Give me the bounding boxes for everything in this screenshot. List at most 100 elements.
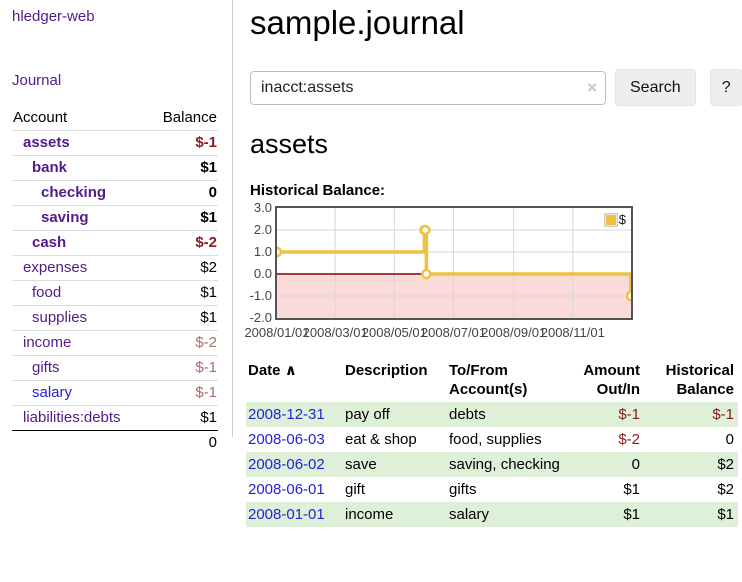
transaction-description: income <box>345 506 394 523</box>
transaction-description: gift <box>345 481 366 498</box>
transaction-description: pay off <box>345 406 390 423</box>
search-input[interactable] <box>250 70 606 105</box>
transaction-amount: $-2 <box>618 431 640 448</box>
account-link-food[interactable]: food <box>32 284 62 301</box>
account-balance: $-1 <box>148 380 218 406</box>
account-row-food: food $1 <box>12 280 218 306</box>
chart-plot: $ <box>275 206 633 320</box>
account-balance: $2 <box>148 255 218 281</box>
transaction-balance: $1 <box>717 506 734 523</box>
transaction-accounts: salary <box>449 506 490 523</box>
account-row-cash: cash $-2 <box>12 230 218 256</box>
transaction-description: save <box>345 456 377 473</box>
transaction-accounts: gifts <box>449 481 477 498</box>
account-link-bank[interactable]: bank <box>32 159 68 176</box>
account-balance: 0 <box>148 180 218 206</box>
account-balance: $1 <box>148 205 218 231</box>
account-row-expenses: expenses $2 <box>12 255 218 281</box>
account-link-income[interactable]: income <box>23 334 72 351</box>
transaction-date-link[interactable]: 2008-06-03 <box>248 431 325 448</box>
transaction-date-link[interactable]: 2008-06-01 <box>248 481 325 498</box>
register-header-row: Date ∧ Description To/From Account(s) Am… <box>246 358 738 402</box>
search-button[interactable]: Search <box>615 69 696 106</box>
chart-title: Historical Balance: <box>250 182 386 199</box>
account-link-assets[interactable]: assets <box>23 134 70 151</box>
historical-balance-chart: 3.0 2.0 1.0 0.0 -1.0 -2.0 $ 2008/01/01 2008/03… <box>244 200 742 341</box>
account-row-income: income $-2 <box>12 330 218 356</box>
account-heading: assets <box>250 129 329 159</box>
date-header-label: Date <box>248 362 281 379</box>
page-title: sample.journal <box>250 4 465 41</box>
transaction-accounts: saving, checking <box>449 456 560 473</box>
y-axis-tick-label: -2.0 <box>249 310 272 325</box>
account-row-gifts: gifts $-1 <box>12 355 218 381</box>
sort-ascending-icon: ∧ <box>284 362 297 379</box>
register-header-description: Description <box>345 362 428 379</box>
register-row: 2008-06-02 save saving, checking 0 $2 <box>246 452 738 477</box>
transaction-amount: 0 <box>631 456 640 473</box>
transaction-date-link[interactable]: 2008-06-02 <box>248 456 325 473</box>
account-balance: $-1 <box>148 130 218 156</box>
register-table: Date ∧ Description To/From Account(s) Am… <box>246 358 738 527</box>
transaction-accounts: food, supplies <box>449 431 542 448</box>
account-row-saving: saving $1 <box>12 205 218 231</box>
transaction-description: eat & shop <box>345 431 417 448</box>
y-axis-tick-label: 0.0 <box>253 266 272 281</box>
transaction-accounts: debts <box>449 406 486 423</box>
x-axis-tick-label: 2008/01/01 <box>244 325 310 340</box>
clear-search-icon[interactable]: × <box>587 77 597 97</box>
x-axis-tick-label: 2008/03/01 <box>302 325 368 340</box>
brand-link[interactable]: hledger-web <box>12 8 95 25</box>
sidebar-item-journal[interactable]: Journal <box>12 72 62 89</box>
account-balance: $1 <box>148 155 218 181</box>
account-link-salary[interactable]: salary <box>32 384 73 401</box>
transaction-balance: $2 <box>717 481 734 498</box>
register-header-accounts: To/From Account(s) <box>449 362 528 398</box>
sidebar: hledger-web Journal Account Balance asse… <box>0 0 233 455</box>
transaction-amount: $1 <box>623 506 640 523</box>
account-row-supplies: supplies $1 <box>12 305 218 331</box>
register-row: 2008-12-31 pay off debts $-1 $-1 <box>246 402 738 427</box>
main-panel: sample.journal × Search ? assets Histori… <box>244 0 742 527</box>
account-balance: $1 <box>148 405 218 431</box>
y-axis-tick-label: 2.0 <box>253 222 272 237</box>
search-bar: × Search ? <box>250 69 742 106</box>
account-balance: $-1 <box>148 355 218 381</box>
transaction-balance: $-1 <box>712 406 734 423</box>
x-axis-tick-label: 2008/11/01 <box>540 325 605 340</box>
legend-label: $ <box>618 212 626 227</box>
account-link-liabilities-debts[interactable]: liabilities:debts <box>23 409 121 426</box>
account-link-checking[interactable]: checking <box>41 184 107 201</box>
transaction-balance: $2 <box>717 456 734 473</box>
register-row: 2008-06-03 eat & shop food, supplies $-2… <box>246 427 738 452</box>
account-link-gifts[interactable]: gifts <box>32 359 60 376</box>
y-axis-tick-label: 1.0 <box>253 244 272 259</box>
account-link-expenses[interactable]: expenses <box>23 259 88 276</box>
account-column-header: Account <box>13 109 68 126</box>
register-row: 2008-06-01 gift gifts $1 $2 <box>246 477 738 502</box>
account-balance: $1 <box>148 305 218 331</box>
account-row-assets: assets $-1 <box>12 130 218 156</box>
transaction-balance: 0 <box>725 431 734 448</box>
account-row-liabilities-debts: liabilities:debts $1 <box>12 405 218 431</box>
account-row-salary: salary $-1 <box>12 380 218 406</box>
help-button[interactable]: ? <box>709 69 742 106</box>
account-link-supplies[interactable]: supplies <box>32 309 88 326</box>
account-link-saving[interactable]: saving <box>41 209 89 226</box>
register-header-date[interactable]: Date ∧ <box>246 358 343 402</box>
account-balance: $-2 <box>148 230 218 256</box>
transaction-date-link[interactable]: 2008-12-31 <box>248 406 325 423</box>
account-balance: $1 <box>148 280 218 306</box>
transaction-amount: $1 <box>623 481 640 498</box>
transaction-date-link[interactable]: 2008-01-01 <box>248 506 325 523</box>
account-link-cash[interactable]: cash <box>32 234 67 251</box>
register-header-balance: Historical Balance <box>665 362 734 398</box>
chart-legend: $ <box>603 212 626 227</box>
legend-swatch-icon <box>603 212 618 227</box>
account-balance-table: Account Balance assets $-1 bank $1 check… <box>12 106 218 455</box>
x-axis-tick-label: 2008/07/01 <box>420 325 487 340</box>
register-header-amount: Amount Out/In <box>583 362 640 398</box>
account-row-checking: checking 0 <box>12 180 218 206</box>
x-axis-tick-label: 2008/09/01 <box>481 325 547 340</box>
